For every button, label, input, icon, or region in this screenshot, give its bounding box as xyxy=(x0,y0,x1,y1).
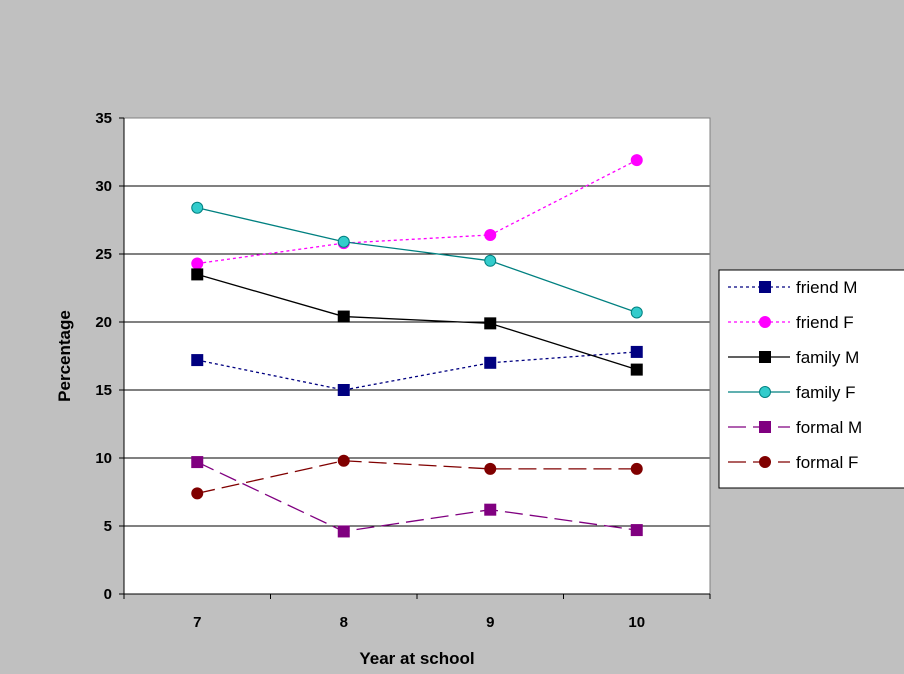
legend-marker-friend-m xyxy=(759,281,771,293)
x-tick-label: 9 xyxy=(486,614,494,631)
legend-item-friend-f: friend F xyxy=(728,313,854,332)
data-point-family-m xyxy=(484,317,497,330)
series-friend-m xyxy=(191,345,643,396)
y-tick-label: 25 xyxy=(95,246,112,263)
legend-marker-family-m xyxy=(759,351,771,363)
y-tick-label: 5 xyxy=(104,518,112,535)
y-axis-title: Percentage xyxy=(55,310,74,402)
legend-marker-family-f xyxy=(759,386,771,398)
data-point-formal-m xyxy=(630,524,643,537)
data-point-family-f xyxy=(191,201,204,214)
y-tick-label: 20 xyxy=(95,314,112,331)
legend-item-family-f: family F xyxy=(728,383,856,402)
data-point-friend-f xyxy=(484,228,497,241)
data-point-friend-f xyxy=(191,257,204,270)
legend-item-family-m: family M xyxy=(728,348,859,367)
plot-area xyxy=(124,118,710,594)
data-point-formal-m xyxy=(484,503,497,516)
series-family-f xyxy=(191,201,643,319)
data-point-friend-f xyxy=(630,154,643,167)
legend-label: formal F xyxy=(796,453,858,472)
data-point-formal-f xyxy=(630,462,643,475)
data-point-formal-f xyxy=(484,462,497,475)
series-line-family-m xyxy=(197,273,637,371)
x-tick-label: 8 xyxy=(340,614,348,631)
series-family-m xyxy=(191,268,643,376)
legend-item-formal-f: formal F xyxy=(728,453,858,472)
y-tick-label: 0 xyxy=(104,586,112,603)
y-tick-label: 15 xyxy=(95,382,112,399)
series-formal-m xyxy=(191,456,643,538)
data-point-family-m xyxy=(337,310,350,323)
data-point-family-m xyxy=(630,363,643,376)
legend-label: family M xyxy=(796,348,859,367)
legend-marker-formal-f xyxy=(759,456,771,468)
legend-item-formal-m: formal M xyxy=(728,418,862,437)
x-tick-label: 10 xyxy=(628,614,645,631)
legend-label: formal M xyxy=(796,418,862,437)
y-tick-label: 10 xyxy=(95,450,112,467)
y-tick-label: 30 xyxy=(95,178,112,195)
x-tick-label: 7 xyxy=(193,614,201,631)
data-point-formal-f xyxy=(191,487,204,500)
legend-marker-formal-m xyxy=(759,421,771,433)
legend: friend M friend F family M family F formal M… xyxy=(718,269,904,489)
legend-label: family F xyxy=(796,383,856,402)
data-point-formal-f xyxy=(337,454,350,467)
series-line-friend-m xyxy=(197,351,637,391)
data-point-family-f xyxy=(484,254,497,267)
data-point-friend-m xyxy=(630,345,643,358)
series-line-friend-f xyxy=(197,159,638,265)
y-tick-label: 35 xyxy=(95,110,112,127)
series-line-family-f xyxy=(197,207,637,314)
data-point-friend-m xyxy=(191,354,204,367)
series-line-formal-f xyxy=(197,460,637,494)
legend-box xyxy=(718,269,904,489)
series-line-formal-m xyxy=(196,461,637,533)
legend-label: friend M xyxy=(796,278,857,297)
data-point-friend-m xyxy=(484,356,497,369)
legend-item-friend-m: friend M xyxy=(728,278,857,297)
data-point-friend-m xyxy=(337,384,350,396)
series-formal-f xyxy=(191,454,643,500)
data-point-formal-m xyxy=(191,456,204,469)
data-point-family-f xyxy=(630,306,643,319)
data-point-family-f xyxy=(337,235,350,248)
data-point-family-m xyxy=(191,268,204,281)
legend-marker-friend-f xyxy=(759,316,771,328)
data-point-formal-m xyxy=(337,525,350,538)
legend-label: friend F xyxy=(796,313,854,332)
x-axis-title: Year at school xyxy=(359,649,474,668)
